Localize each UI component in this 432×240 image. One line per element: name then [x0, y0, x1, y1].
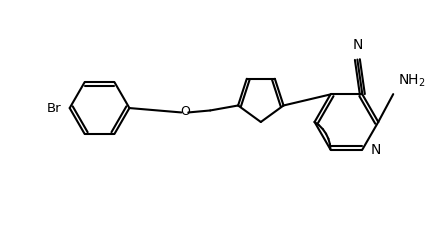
- Text: O: O: [181, 105, 190, 118]
- Text: Br: Br: [47, 102, 62, 114]
- Text: N: N: [352, 38, 362, 52]
- Text: NH$_2$: NH$_2$: [398, 73, 426, 89]
- Text: N: N: [370, 143, 381, 156]
